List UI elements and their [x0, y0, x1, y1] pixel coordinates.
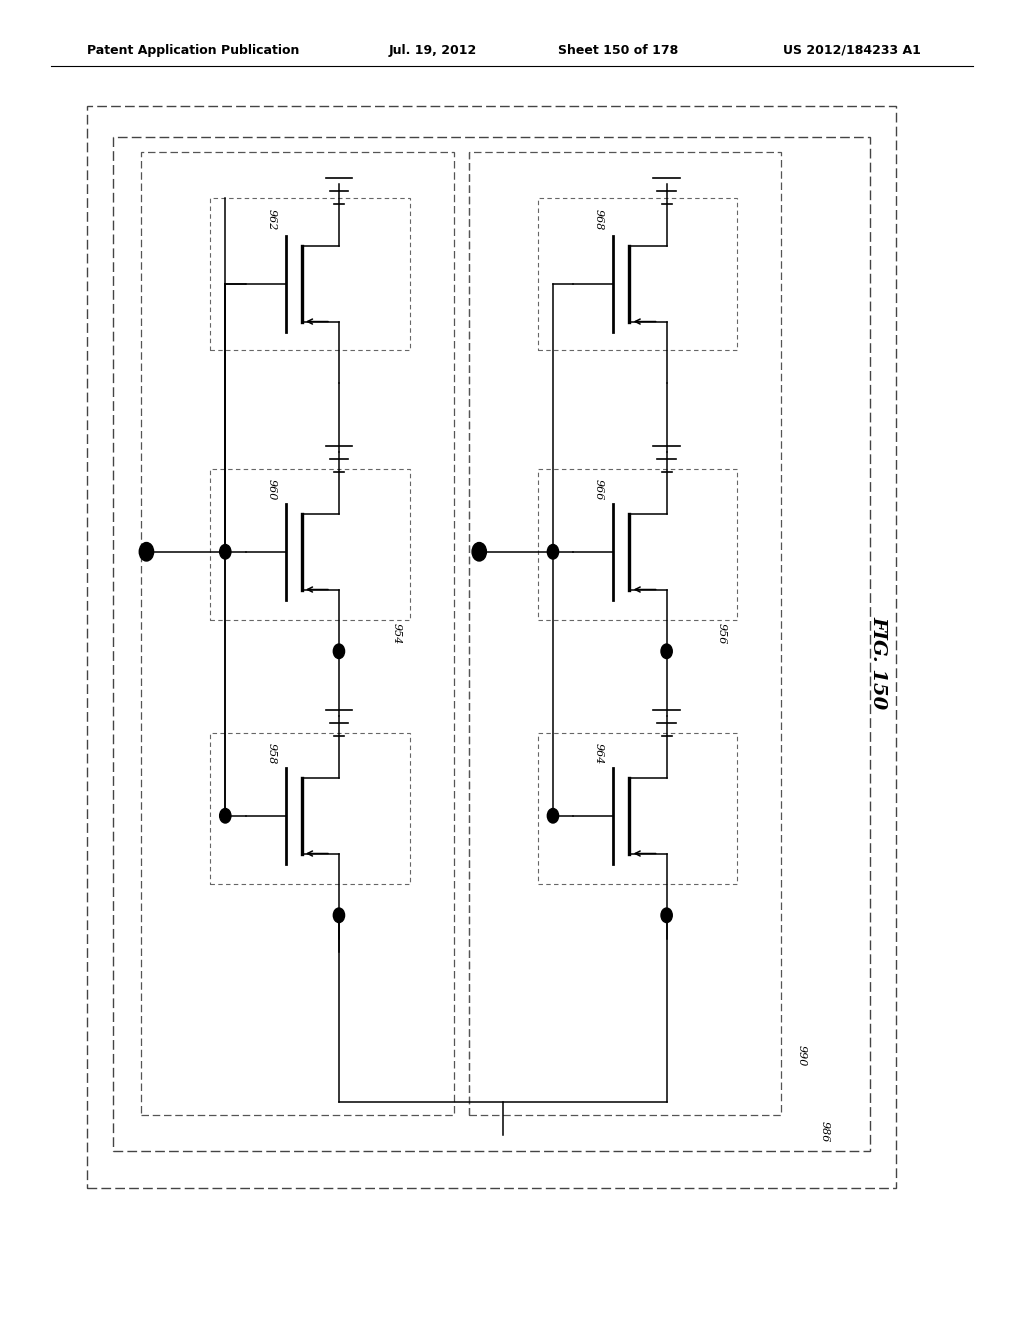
Text: 954: 954: [391, 623, 401, 644]
Circle shape: [139, 543, 154, 561]
Circle shape: [547, 808, 559, 824]
Circle shape: [333, 644, 344, 659]
Text: Patent Application Publication: Patent Application Publication: [87, 44, 299, 57]
Text: 962: 962: [266, 209, 276, 230]
Text: 966: 966: [594, 479, 604, 500]
Text: 968: 968: [594, 209, 604, 230]
Circle shape: [219, 808, 231, 824]
Circle shape: [472, 543, 486, 561]
Text: 986: 986: [819, 1121, 829, 1142]
Circle shape: [662, 644, 672, 659]
Circle shape: [547, 545, 559, 560]
Text: Sheet 150 of 178: Sheet 150 of 178: [558, 44, 678, 57]
Text: 956: 956: [717, 623, 727, 644]
Text: 958: 958: [266, 743, 276, 764]
Circle shape: [219, 545, 231, 560]
Text: 960: 960: [266, 479, 276, 500]
Text: Jul. 19, 2012: Jul. 19, 2012: [389, 44, 477, 57]
Circle shape: [662, 908, 672, 923]
Text: FIG. 150: FIG. 150: [869, 616, 888, 709]
Circle shape: [333, 908, 344, 923]
Text: 964: 964: [594, 743, 604, 764]
Text: US 2012/184233 A1: US 2012/184233 A1: [783, 44, 922, 57]
Text: 990: 990: [797, 1045, 807, 1067]
